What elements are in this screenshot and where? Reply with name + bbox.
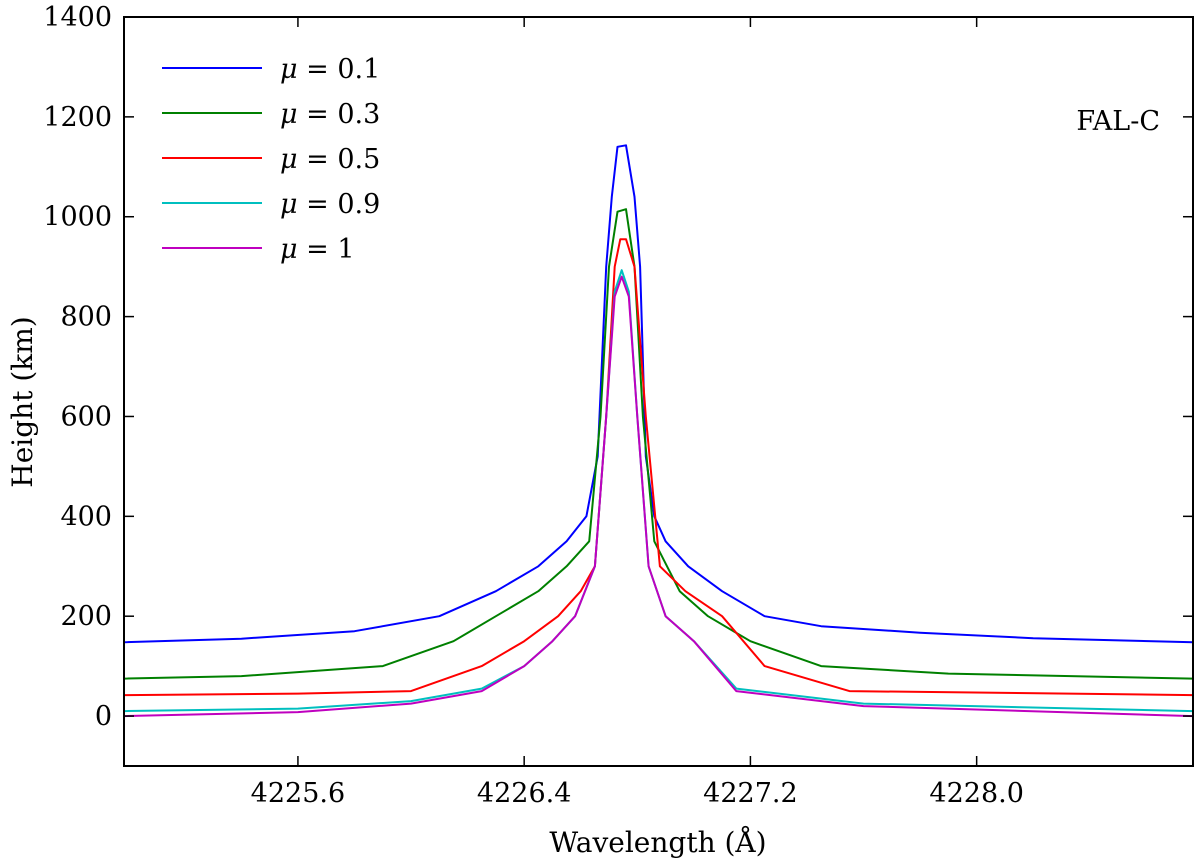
y-tick-label: 200	[60, 601, 112, 632]
y-tick-label: 400	[60, 501, 112, 532]
legend-value: = 0.1	[298, 54, 381, 85]
x-tick-label: 4227.2	[703, 778, 797, 809]
axis-ticks: 4225.6 4226.4 4227.2 4228.0 0 200 400 600 800 100…	[43, 2, 1193, 809]
legend-label-0: μ = 0.1	[280, 54, 380, 85]
y-axis-title: Height (km)	[6, 316, 39, 487]
legend-label-4: μ = 1	[280, 234, 355, 265]
legend-label-2: μ = 0.5	[280, 144, 380, 175]
legend-symbol: μ	[280, 54, 298, 85]
legend-value: = 1	[298, 234, 355, 265]
y-tick-label: 0	[95, 701, 112, 732]
legend-value: = 0.3	[298, 99, 381, 130]
series-line-2	[123, 238, 1194, 697]
series-line-4	[123, 275, 1194, 718]
legend-symbol: μ	[280, 189, 298, 220]
x-tick-label: 4226.4	[477, 778, 571, 809]
y-tick-label: 800	[60, 302, 112, 333]
legend-value: = 0.5	[298, 144, 381, 175]
series-lines	[123, 144, 1194, 718]
legend-label-1: μ = 0.3	[280, 99, 380, 130]
legend-label-3: μ = 0.9	[280, 189, 380, 220]
series-line-0	[123, 144, 1194, 644]
y-tick-label: 1000	[43, 202, 112, 233]
model-annotation: FAL-C	[1076, 106, 1160, 137]
y-tick-label: 600	[60, 401, 112, 432]
x-tick-label: 4225.6	[251, 778, 345, 809]
y-tick-label: 1400	[43, 2, 112, 33]
legend-value: = 0.9	[298, 189, 381, 220]
plot-frame	[123, 16, 1194, 767]
x-tick-label: 4228.0	[929, 778, 1023, 809]
legend-symbol: μ	[280, 144, 298, 175]
x-axis-title: Wavelength (Å)	[549, 826, 766, 859]
legend: μ = 0.1μ = 0.3μ = 0.5μ = 0.9μ = 1	[162, 54, 380, 265]
legend-symbol: μ	[280, 234, 298, 265]
legend-symbol: μ	[280, 99, 298, 130]
plot-background	[124, 17, 1193, 766]
y-tick-label: 1200	[43, 102, 112, 133]
